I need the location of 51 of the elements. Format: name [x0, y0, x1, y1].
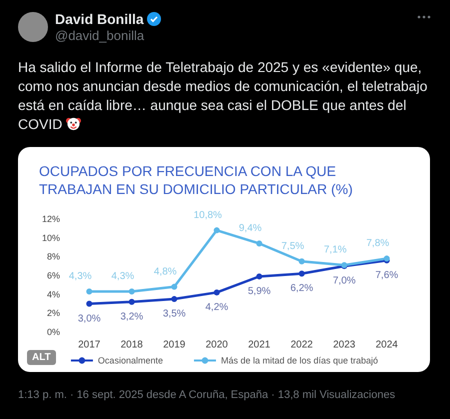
data-label: 5,9%	[248, 286, 271, 297]
point	[256, 273, 262, 280]
point	[171, 296, 178, 302]
x-tick-label: 2021	[248, 340, 271, 350]
data-label: 3,2%	[120, 311, 144, 322]
point	[128, 298, 135, 305]
x-tick-label: 2020	[206, 340, 228, 350]
data-label: 4,8%	[154, 266, 177, 278]
data-label: 4,2%	[205, 302, 228, 313]
data-label: 7,8%	[366, 238, 390, 250]
point	[86, 300, 92, 307]
text: @david_bonilla	[55, 28, 144, 43]
x-tick-label: 2019	[163, 340, 186, 350]
data-label: 7,5%	[281, 240, 304, 252]
data-label: 3,5%	[162, 308, 186, 320]
point	[256, 240, 262, 246]
y-tick-label: 4%	[46, 289, 60, 300]
data-label: 10,8%	[194, 210, 222, 221]
point	[86, 288, 92, 295]
chart-title: OCUPADOS POR FRECUENCIA CON LA QUE TRABAJAN EN SU DOMICILIO PARTICULAR (%)	[39, 163, 353, 197]
y-tick-label: 8%	[46, 252, 60, 262]
legend-label: Ocasionalmente	[98, 356, 163, 366]
data-label: 7,6%	[375, 270, 398, 281]
data-label: 9,4%	[238, 222, 262, 234]
point	[298, 258, 305, 264]
x-tick-label: 2024	[376, 340, 398, 350]
data-label: 6,2%	[290, 283, 314, 294]
text: David Bonilla	[55, 11, 145, 27]
y-tick-label: 2%	[46, 308, 60, 318]
data-label: 3,0%	[78, 313, 101, 324]
x-tick-label: 2017	[78, 340, 101, 350]
y-tick-label: 0%	[46, 327, 60, 337]
text: 1:13 p. m. · 16 sept. 2025 desde A Coruña, España · 13,8 mil Visualizaciones	[18, 389, 396, 401]
x-tick-label: 2022	[290, 340, 314, 350]
point	[214, 289, 220, 296]
y-tick-label: 12%	[42, 214, 60, 224]
y-tick-label: 10%	[42, 232, 60, 243]
data-label: 4,3%	[111, 271, 134, 282]
x-tick-label: 2018	[120, 340, 144, 350]
legend-label: Más de la mitad de los días que trabajó	[220, 356, 378, 366]
point	[298, 270, 305, 277]
point	[128, 288, 135, 295]
point	[171, 284, 178, 290]
y-tick-label: 6%	[46, 270, 60, 280]
point	[214, 227, 220, 234]
x-tick-label: 2023	[333, 340, 356, 350]
data-label: 7,0%	[332, 276, 356, 287]
text: Ha salido el Informe de Teletrabajo de 2025 y es «evidente» que, como nos anuncian desde medios de comunicación, el teletrabajo está en caída libre… aunque sea casi el DOBLE que antes del COVID	[18, 58, 428, 134]
data-label: 7,1%	[324, 244, 347, 256]
data-label: 4,3%	[68, 271, 92, 282]
text: ALT	[27, 350, 56, 365]
